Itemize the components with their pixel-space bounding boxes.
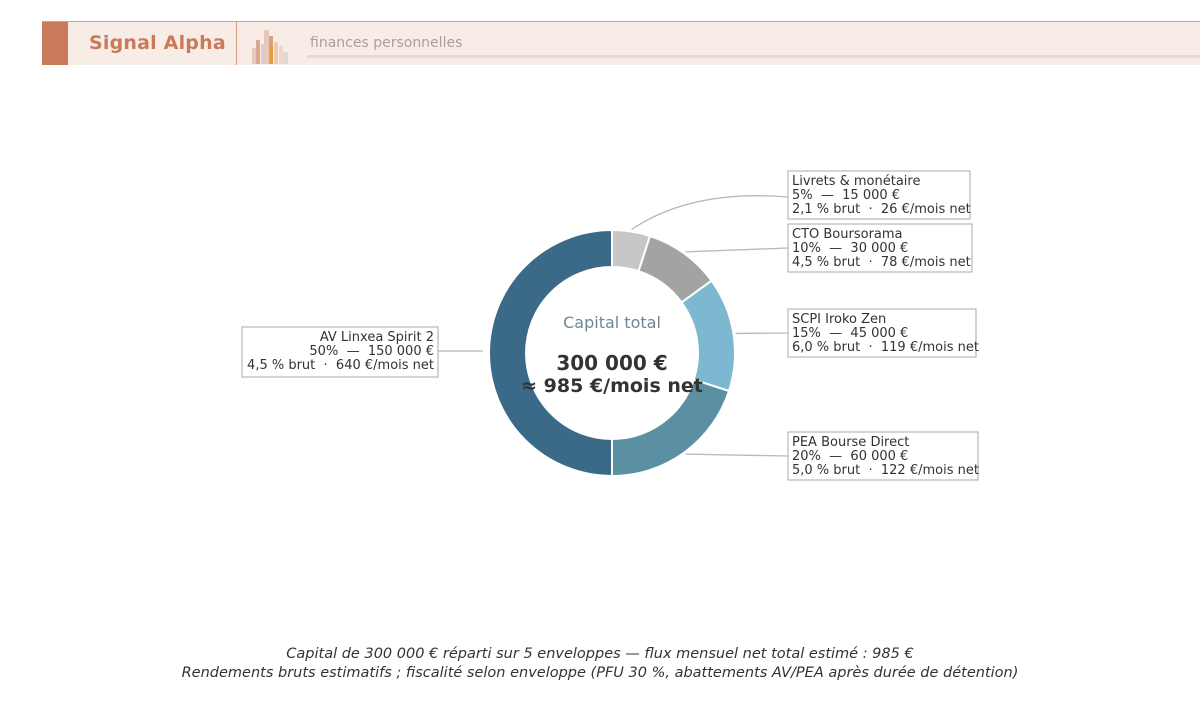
brand-color-block: [42, 22, 68, 65]
app-header: Signal Alpha finances personnelles: [42, 21, 1200, 65]
slice-label-name: SCPI Iroko Zen: [792, 312, 886, 327]
slice-label-name: AV Linxea Spirit 2: [320, 330, 434, 345]
slice-label-yield: 6,0 % brut · 119 €/mois net: [792, 340, 979, 355]
slice-label-name: Livrets & monétaire: [792, 174, 920, 189]
caption-line-1: Capital de 300 000 € réparti sur 5 envel…: [286, 646, 914, 662]
slice-label-name: CTO Boursorama: [792, 227, 903, 242]
slice-label-yield: 4,5 % brut · 640 €/mois net: [247, 358, 434, 373]
brand-name: Signal Alpha: [89, 32, 226, 54]
leader-line: [631, 195, 789, 231]
slice-label-share: 5% — 15 000 €: [792, 188, 900, 203]
slice-label-box: [241, 326, 439, 378]
slice-label-yield: 5,0 % brut · 122 €/mois net: [792, 463, 979, 478]
slice-label-name: PEA Bourse Direct: [792, 435, 909, 450]
slice-label-yield: 2,1 % brut · 26 €/mois net: [792, 202, 971, 217]
slice-label-share: 20% — 60 000 €: [792, 449, 908, 464]
slice-label-box: [787, 308, 977, 358]
caption-line-2: Rendements bruts estimatifs ; fiscalité …: [181, 665, 1019, 681]
donut-slice: [488, 228, 613, 478]
center-title: Capital total: [563, 313, 661, 332]
slice-label-box: [787, 431, 979, 481]
tagline: finances personnelles: [310, 35, 463, 51]
tagline-underline: [307, 55, 1200, 58]
chart-caption: Capital de 300 000 € réparti sur 5 envel…: [0, 645, 1200, 683]
slice-label-share: 50% — 150 000 €: [309, 344, 434, 359]
leader-line: [685, 247, 789, 253]
chart-logo-icon: [252, 30, 288, 64]
slice-label-yield: 4,5 % brut · 78 €/mois net: [792, 255, 971, 270]
center-value: 300 000 €: [556, 351, 667, 375]
center-monthly-net: ≈ 985 €/mois net: [521, 375, 703, 397]
slice-label-share: 10% — 30 000 €: [792, 241, 908, 256]
slice-label-box: [787, 223, 973, 273]
slice-label-box: [787, 170, 971, 220]
leader-line: [685, 453, 789, 457]
slice-label-share: 15% — 45 000 €: [792, 326, 908, 341]
header-divider: [236, 22, 237, 65]
